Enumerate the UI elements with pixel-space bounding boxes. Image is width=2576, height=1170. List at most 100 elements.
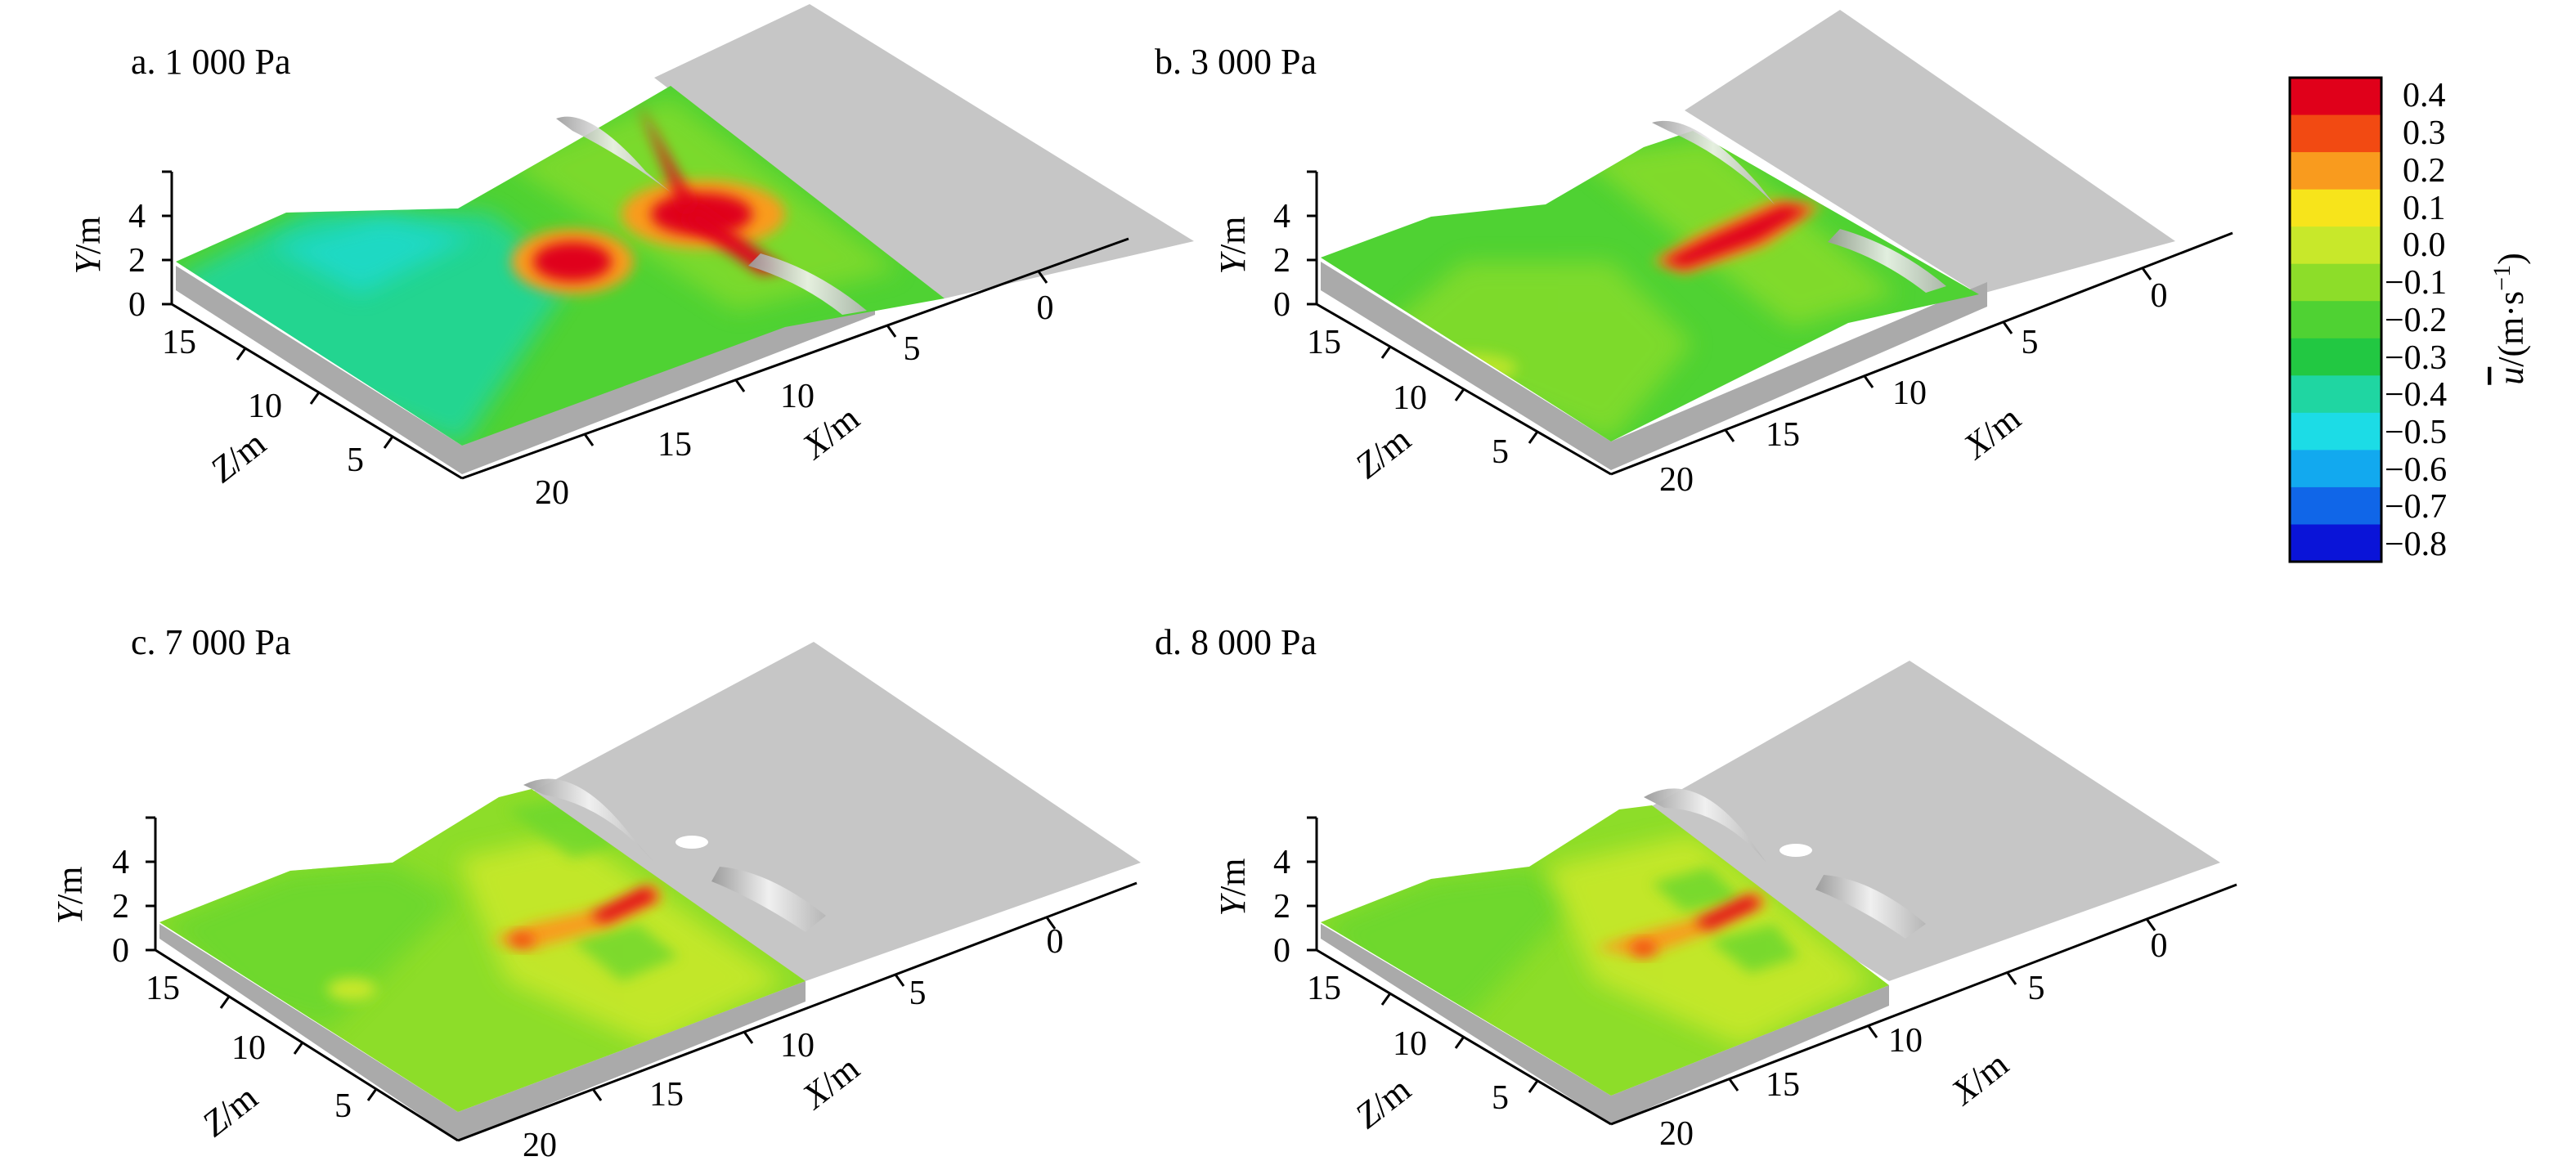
y-tick: 4 <box>128 198 146 235</box>
x-tick: 20 <box>523 1127 557 1164</box>
velocity-surface <box>1321 788 1926 1096</box>
velocity-surface <box>1321 120 1979 442</box>
y-tick: 0 <box>112 932 129 970</box>
x-tick: 5 <box>904 330 921 368</box>
panel-c: c. 7 000 Pa 0 2 4 <box>50 622 1141 1164</box>
x-axis <box>457 881 1138 1142</box>
z-tick: 15 <box>146 970 180 1007</box>
z-tick: 10 <box>1393 379 1427 417</box>
panel-title: c. 7 000 Pa <box>131 622 291 662</box>
colorbar-level: −0.3 <box>2385 339 2447 377</box>
domain-base <box>159 924 806 1141</box>
z-axis <box>155 948 459 1142</box>
colorbar-level: −0.5 <box>2385 414 2447 451</box>
y-axis-label: Y/m <box>68 217 108 275</box>
domain-base <box>1321 262 1987 470</box>
x-tick: 15 <box>1766 1066 1800 1104</box>
velocity-surface <box>176 86 945 446</box>
y-tick: 2 <box>1273 888 1290 926</box>
z-axis-label: Z/m <box>195 1077 265 1144</box>
z-axis-label: Z/m <box>1348 1069 1418 1136</box>
x-tick: 10 <box>780 378 815 415</box>
panel-title: d. 8 000 Pa <box>1155 622 1317 662</box>
z-tick: 15 <box>1307 970 1341 1007</box>
colorbar-swatch <box>2290 412 2381 451</box>
x-tick: 0 <box>1037 289 1054 327</box>
colorbar-label: u/(m·s−1) <box>2488 253 2532 384</box>
x-axis-label: X/m <box>1943 1044 2017 1114</box>
colorbar-level: −0.4 <box>2385 376 2447 414</box>
colorbar-level: −0.7 <box>2385 488 2447 526</box>
colorbar-level: −0.6 <box>2385 451 2447 489</box>
panel-d: d. 8 000 Pa 0 2 4 Y/m <box>1155 622 2237 1153</box>
colorbar-level: 0.0 <box>2403 226 2446 264</box>
colorbar-level: −0.2 <box>2385 302 2447 339</box>
x-tick: 0 <box>2151 927 2168 965</box>
colorbar-swatch <box>2290 226 2381 265</box>
colorbar-frame <box>2288 76 2383 563</box>
y-tick: 0 <box>128 286 146 324</box>
colorbar-swatches <box>2290 78 2381 563</box>
colorbar-swatch <box>2290 78 2381 116</box>
y-axis-label: Y/m <box>50 867 90 925</box>
colorbar-level: −0.1 <box>2385 264 2447 302</box>
colorbar-swatch <box>2290 189 2381 227</box>
domain-base <box>176 266 875 474</box>
colorbar-swatch <box>2290 263 2381 302</box>
colorbar-swatch <box>2290 375 2381 414</box>
colorbar-level: 0.2 <box>2403 152 2446 190</box>
x-tick: 20 <box>1659 1115 1694 1153</box>
x-tick: 10 <box>1892 374 1927 412</box>
y-tick: 0 <box>1273 286 1290 324</box>
z-axis-label: Z/m <box>1348 419 1418 486</box>
z-tick: 15 <box>1307 324 1341 361</box>
y-tick: 2 <box>1273 242 1290 280</box>
x-tick: 15 <box>649 1076 684 1114</box>
x-tick: 5 <box>909 975 927 1012</box>
y-tick: 2 <box>128 242 146 280</box>
colorbar-swatch <box>2290 301 2381 339</box>
x-tick: 10 <box>1888 1022 1923 1060</box>
x-tick: 20 <box>1659 461 1694 499</box>
z-tick: 5 <box>1492 433 1509 471</box>
gray-domain <box>654 4 1194 298</box>
colorbar-swatch <box>2290 524 2381 563</box>
z-tick: 15 <box>162 324 196 361</box>
y-axis-label: Y/m <box>1213 217 1253 275</box>
x-axis <box>1610 883 2237 1126</box>
y-tick: 0 <box>1273 932 1290 970</box>
panel-a: a. 1 000 Pa <box>68 4 1194 512</box>
panel-b: b. 3 000 Pa 0 2 4 Y/m 15 <box>1155 10 2233 499</box>
colorbar-level: −0.8 <box>2385 526 2447 563</box>
colorbar: 0.4 0.3 0.2 0.1 0.0 −0.1 −0.2 −0.3 −0.4 … <box>2288 76 2532 563</box>
z-tick: 5 <box>347 442 364 479</box>
x-tick: 15 <box>657 426 692 464</box>
x-tick: 5 <box>2028 970 2045 1007</box>
colorbar-swatch <box>2290 114 2381 153</box>
x-tick: 20 <box>535 474 569 512</box>
x-tick: 5 <box>2022 324 2039 361</box>
y-tick: 2 <box>112 888 129 926</box>
x-tick: 15 <box>1766 416 1800 454</box>
x-axis <box>461 237 1129 480</box>
x-tick: 0 <box>1047 923 1064 961</box>
y-axis-label: Y/m <box>1213 858 1253 917</box>
z-tick: 10 <box>248 388 282 425</box>
z-tick: 5 <box>1492 1079 1509 1117</box>
z-axis-label: Z/m <box>203 423 273 490</box>
y-tick: 4 <box>112 844 129 881</box>
z-tick: 5 <box>334 1087 352 1125</box>
x-axis-label: X/m <box>1955 398 2029 468</box>
x-tick: 0 <box>2151 277 2168 315</box>
colorbar-swatch <box>2290 338 2381 376</box>
panel-title: b. 3 000 Pa <box>1155 42 1317 82</box>
x-tick: 10 <box>780 1027 815 1065</box>
colorbar-level: 0.3 <box>2403 114 2446 152</box>
gray-domain <box>1631 661 2220 981</box>
colorbar-level: 0.4 <box>2403 77 2446 114</box>
y-tick: 4 <box>1273 198 1290 235</box>
x-axis <box>1610 231 2233 476</box>
z-axis <box>171 303 463 480</box>
colorbar-swatch <box>2290 152 2381 191</box>
